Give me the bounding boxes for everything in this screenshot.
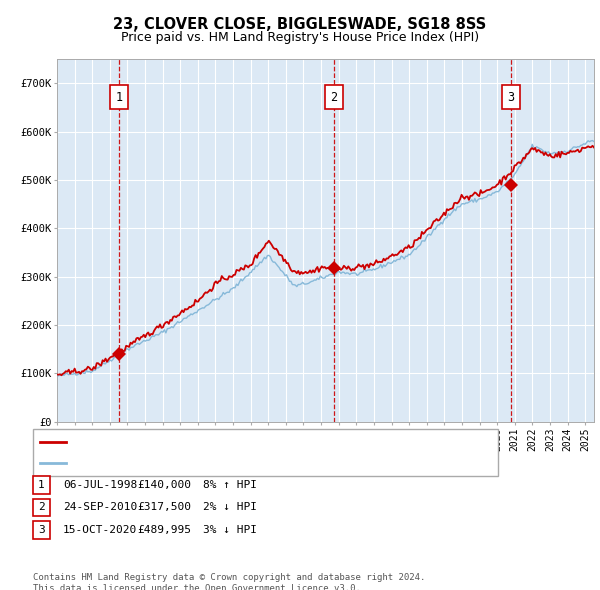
Text: 2: 2: [331, 91, 338, 104]
Text: HPI: Average price, detached house, Central Bedfordshire: HPI: Average price, detached house, Cent…: [71, 458, 421, 468]
Text: £489,995: £489,995: [137, 525, 191, 535]
Text: 2: 2: [38, 503, 45, 512]
Text: 24-SEP-2010: 24-SEP-2010: [63, 503, 137, 512]
Text: 1: 1: [38, 480, 45, 490]
Text: 1: 1: [116, 91, 123, 104]
Text: Contains HM Land Registry data © Crown copyright and database right 2024.
This d: Contains HM Land Registry data © Crown c…: [33, 573, 425, 590]
Text: 06-JUL-1998: 06-JUL-1998: [63, 480, 137, 490]
Text: 3% ↓ HPI: 3% ↓ HPI: [203, 525, 257, 535]
Text: £140,000: £140,000: [137, 480, 191, 490]
Text: 23, CLOVER CLOSE, BIGGLESWADE, SG18 8SS: 23, CLOVER CLOSE, BIGGLESWADE, SG18 8SS: [113, 17, 487, 31]
Text: Price paid vs. HM Land Registry's House Price Index (HPI): Price paid vs. HM Land Registry's House …: [121, 31, 479, 44]
Text: 3: 3: [38, 525, 45, 535]
Text: 2% ↓ HPI: 2% ↓ HPI: [203, 503, 257, 512]
Text: 15-OCT-2020: 15-OCT-2020: [63, 525, 137, 535]
Text: 3: 3: [508, 91, 515, 104]
Text: £317,500: £317,500: [137, 503, 191, 512]
Text: 23, CLOVER CLOSE, BIGGLESWADE, SG18 8SS (detached house): 23, CLOVER CLOSE, BIGGLESWADE, SG18 8SS …: [71, 437, 421, 447]
Text: 8% ↑ HPI: 8% ↑ HPI: [203, 480, 257, 490]
